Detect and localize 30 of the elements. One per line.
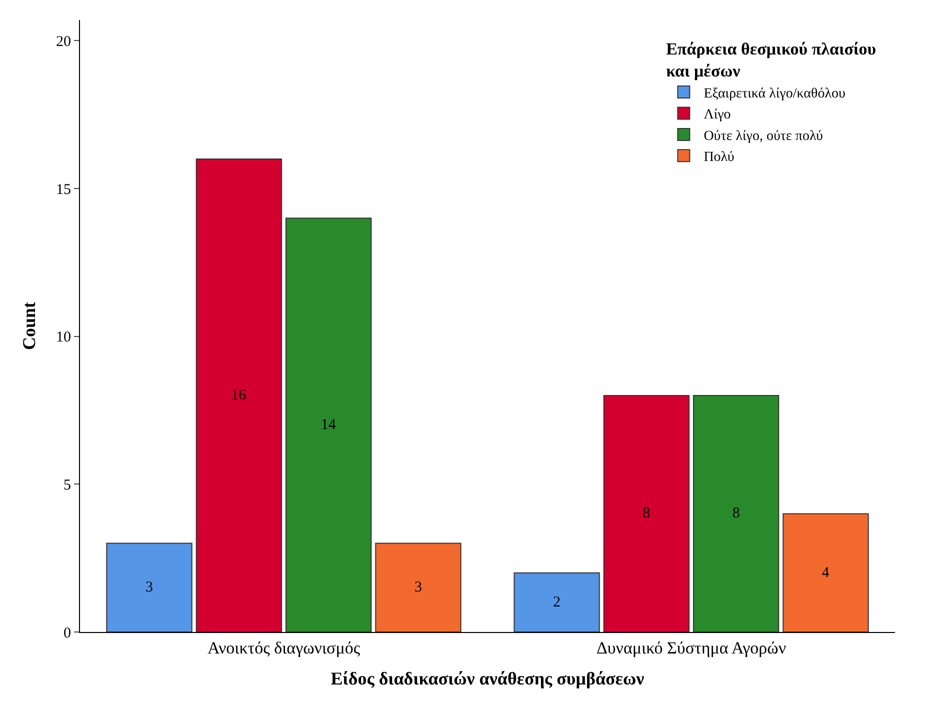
data-label: 2 bbox=[553, 594, 561, 610]
bar bbox=[692, 394, 780, 632]
bar bbox=[603, 394, 690, 632]
data-label: 8 bbox=[732, 506, 740, 522]
data-label: 3 bbox=[414, 580, 422, 596]
legend-label: Πολύ bbox=[704, 150, 734, 166]
y-tick-label: 20 bbox=[56, 34, 71, 50]
legend-label: Ούτε λίγο, ούτε πολύ bbox=[704, 128, 824, 144]
data-label: 14 bbox=[320, 417, 336, 434]
data-label: 3 bbox=[146, 580, 154, 596]
data-label: 4 bbox=[822, 564, 830, 581]
bar bbox=[196, 158, 282, 632]
data-label: 8 bbox=[642, 506, 650, 522]
x-tick-label: Ανοικτός διαγωνισμός bbox=[207, 638, 360, 658]
bar bbox=[106, 542, 192, 632]
x-axis-title: Είδος διαδικασιών ανάθεσης συμβάσεων bbox=[330, 668, 644, 688]
y-tick-label: 0 bbox=[64, 625, 71, 642]
bar bbox=[285, 218, 372, 632]
y-axis-title: Count bbox=[19, 302, 40, 350]
data-label: 16 bbox=[231, 387, 247, 404]
bar bbox=[375, 542, 462, 632]
y-tick-label: 10 bbox=[56, 330, 71, 346]
legend-title: Επάρκεια θεσμικού πλαισίου και μέσων bbox=[666, 39, 876, 80]
y-tick-label: 5 bbox=[64, 477, 71, 494]
bar bbox=[782, 513, 869, 632]
legend-label: Λίγο bbox=[704, 108, 731, 123]
legend-label: Εξαιρετικά λίγο/καθόλου bbox=[704, 86, 846, 102]
bar bbox=[514, 572, 600, 632]
y-tick-label: 15 bbox=[56, 182, 71, 198]
x-tick-label: Δυναμικό Σύστημα Αγορών bbox=[596, 638, 786, 658]
